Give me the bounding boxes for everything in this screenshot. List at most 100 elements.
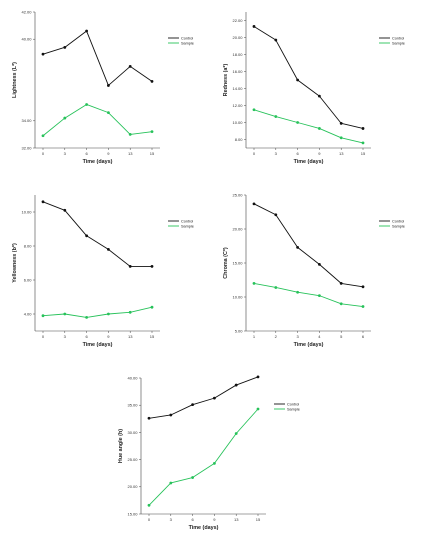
data-point-control — [256, 375, 260, 379]
y-tick-label: 30.00 — [127, 430, 138, 435]
data-point-sample — [361, 305, 365, 308]
x-tick-label: 6 — [85, 151, 88, 156]
chart-redness: 8.00 10.00 12.00 14.00 16.00 18.00 20.00 22.00 0… — [211, 0, 421, 180]
chart-hue-angle-svg: 15.00 20.00 25.00 30.00 35.00 40.00 0 3 6 9 13 15 Ti… — [118, 375, 300, 531]
x-tick-label: 3 — [170, 517, 173, 522]
data-point-sample — [169, 481, 173, 485]
x-tick-label: 4 — [318, 334, 321, 339]
y-tick-label: 15.00 — [232, 260, 243, 265]
data-point-control — [274, 213, 278, 217]
data-point-control — [274, 38, 278, 42]
series-line-control — [253, 203, 364, 288]
y-tick-label: 10.00 — [232, 120, 243, 125]
x-tick-label: 0 — [42, 151, 45, 156]
series-line-control — [42, 30, 153, 86]
chart-hue-angle: 15.00 20.00 25.00 30.00 35.00 40.00 0 3 6 9 13 15 Ti… — [106, 366, 316, 546]
data-point-control — [296, 78, 299, 82]
y-tick-label: 12.00 — [232, 103, 243, 108]
legend-label-control: Control — [181, 36, 193, 40]
data-point-sample — [252, 282, 256, 285]
y-tick-label: 5.00 — [235, 328, 244, 333]
data-point-sample — [107, 312, 110, 316]
y-tick-label: 20.00 — [232, 35, 243, 40]
data-point-sample — [318, 127, 321, 130]
data-point-control — [107, 248, 110, 251]
y-axis-title: Chroma (C*) — [223, 247, 229, 279]
x-tick-label: 15 — [256, 517, 261, 522]
x-tick-label: 0 — [42, 334, 45, 339]
series-line-sample — [253, 282, 364, 307]
data-point-sample — [296, 290, 299, 294]
x-tick-label: 13 — [128, 151, 133, 156]
data-point-control — [128, 65, 132, 68]
data-point-sample — [252, 108, 256, 112]
x-tick-label: 3 — [275, 151, 278, 156]
y-tick-label: 35.00 — [127, 403, 138, 408]
data-point-control — [318, 262, 321, 266]
y-tick-label: 14.00 — [232, 86, 243, 91]
x-tick-label: 15 — [150, 151, 155, 156]
data-point-sample — [128, 310, 132, 314]
x-tick-label: 9 — [213, 517, 216, 522]
legend-label-sample: Sample — [181, 41, 194, 45]
data-point-sample — [339, 302, 343, 306]
x-tick-label: 15 — [361, 151, 366, 156]
data-point-control — [234, 383, 238, 387]
y-tick-label: 20.00 — [232, 226, 243, 231]
y-tick-label: 6.00 — [24, 277, 33, 282]
data-point-control — [252, 202, 256, 206]
data-point-control — [296, 245, 299, 249]
y-tick-label: 40.00 — [127, 375, 138, 380]
legend-label-control: Control — [392, 219, 404, 223]
x-tick-label: 13 — [128, 334, 133, 339]
y-tick-label: 42.00 — [21, 9, 32, 14]
data-point-sample — [274, 115, 278, 118]
data-point-sample — [107, 111, 110, 115]
y-tick-label: 18.00 — [232, 52, 243, 57]
y-tick-label: 8.00 — [24, 243, 33, 248]
data-point-control — [339, 121, 343, 125]
data-point-sample — [296, 121, 299, 124]
series-line-sample — [42, 306, 153, 318]
y-axis-title: Lightness (L*) — [12, 62, 18, 98]
data-point-sample — [150, 305, 154, 309]
x-tick-label: 6 — [362, 334, 365, 339]
series-line-control — [253, 26, 364, 129]
data-point-control — [191, 403, 194, 407]
data-point-sample — [213, 462, 216, 465]
x-tick-label: 6 — [191, 517, 194, 522]
data-point-control — [169, 413, 173, 417]
data-point-sample — [41, 314, 45, 318]
x-tick-label: 0 — [253, 151, 256, 156]
y-tick-label: 15.00 — [127, 511, 138, 516]
data-point-control — [213, 396, 216, 400]
x-tick-label: 9 — [318, 151, 321, 156]
y-tick-label: 8.00 — [235, 137, 244, 142]
y-tick-label: 40.00 — [21, 37, 32, 42]
y-tick-label: 32.00 — [21, 145, 32, 150]
x-tick-label: 15 — [150, 334, 155, 339]
legend-label-sample: Sample — [287, 407, 300, 411]
data-point-control — [147, 416, 151, 420]
y-tick-label: 34.00 — [21, 118, 32, 123]
x-axis-title: Time (days) — [294, 159, 324, 165]
x-tick-label: 6 — [85, 334, 88, 339]
data-point-sample — [63, 116, 67, 120]
data-point-control — [41, 52, 45, 56]
legend-label-control: Control — [181, 219, 193, 223]
data-point-sample — [147, 503, 151, 507]
data-point-sample — [128, 133, 132, 136]
x-tick-label: 13 — [234, 517, 239, 522]
data-point-control — [361, 285, 365, 289]
data-point-control — [361, 127, 365, 130]
y-tick-label: 16.00 — [232, 69, 243, 74]
y-axis-title: Yellowness (b*) — [12, 243, 18, 283]
data-point-control — [339, 282, 343, 285]
x-axis-title: Time (days) — [294, 342, 324, 348]
data-point-control — [150, 265, 154, 268]
data-point-sample — [85, 103, 88, 106]
chart-yellowness: 4.00 6.00 8.00 10.00 0 3 6 9 13 15 Time (days) Yell… — [0, 183, 210, 363]
x-axis-title: Time (days) — [189, 525, 219, 531]
y-tick-label: 22.00 — [232, 18, 243, 23]
